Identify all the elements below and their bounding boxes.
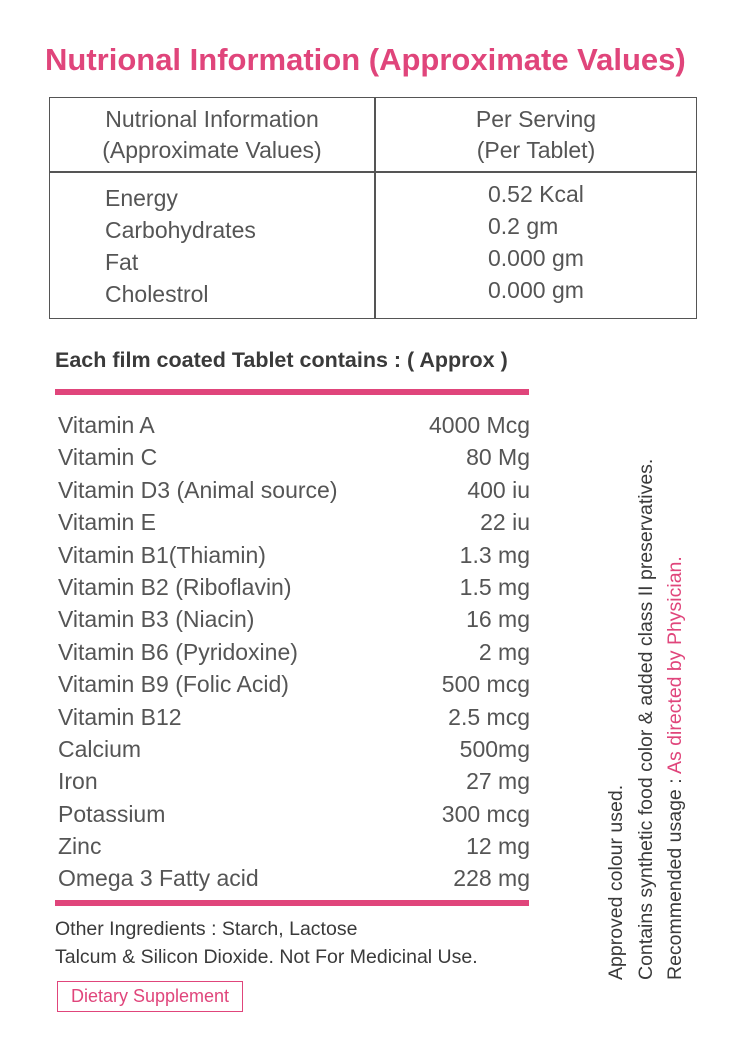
nutrient-name: Carbohydrates xyxy=(105,217,256,243)
usage-label: Recommended usage : xyxy=(664,774,686,980)
nutrient-name: Cholestrol xyxy=(105,281,209,307)
side-notice-line: Approved colour used. xyxy=(605,784,627,980)
nutrient-value: 0.2 gm xyxy=(488,213,559,239)
list-item: Omega 3 Fatty acid 228 mg xyxy=(58,862,530,894)
ingredient-name: Vitamin D3 (Animal source) xyxy=(58,476,338,503)
ingredient-value: 12 mg xyxy=(466,833,530,860)
ingredient-name: Zinc xyxy=(58,833,102,860)
ingredient-value: 22 iu xyxy=(480,509,530,536)
ingredient-name: Vitamin E xyxy=(58,509,157,536)
ingredient-value: 1.5 mg xyxy=(459,573,530,600)
table-column-divider xyxy=(374,98,376,318)
table-header-left: Nutrional Information (Approximate Value… xyxy=(102,106,322,163)
divider-bar-bottom xyxy=(55,900,529,906)
ingredient-value: 300 mcg xyxy=(441,800,530,827)
table-header-divider xyxy=(50,171,696,173)
list-item: Calcium 500mg xyxy=(58,733,530,765)
ingredient-name: Vitamin B12 xyxy=(58,703,182,730)
list-item: Vitamin B2 (Riboflavin) 1.5 mg xyxy=(58,571,530,603)
ingredient-name: Omega 3 Fatty acid xyxy=(58,865,259,892)
ingredient-name: Vitamin B3 (Niacin) xyxy=(58,606,255,633)
other-ingredients-line: Other Ingredients : Starch, Lactose xyxy=(55,918,358,940)
ingredient-value: 80 Mg xyxy=(466,444,530,471)
page-title: Nutrional Information (Approximate Value… xyxy=(45,42,686,77)
list-item: Vitamin B12 2.5 mcg xyxy=(58,701,530,733)
ingredient-value: 4000 Mcg xyxy=(428,412,530,438)
side-notice: Approved colour used. Contains synthetic… xyxy=(602,400,691,980)
ingredient-value: 400 iu xyxy=(467,476,530,503)
other-ingredients: Other Ingredients : Starch, Lactose Talc… xyxy=(55,915,478,971)
ingredient-value: 27 mg xyxy=(466,768,530,795)
list-item: Potassium 300 mcg xyxy=(58,798,530,830)
side-notice-line: Recommended usage : As directed by Physi… xyxy=(661,400,691,980)
ingredient-name: Vitamin B1(Thiamin) xyxy=(58,541,266,568)
contains-heading: Each film coated Tablet contains : ( App… xyxy=(55,348,508,372)
nutrient-names: Energy Carbohydrates Fat Cholestrol xyxy=(105,182,256,310)
nutrition-table: Nutrional Information (Approximate Value… xyxy=(49,97,697,319)
ingredient-name: Potassium xyxy=(58,800,166,827)
list-item: Vitamin E 22 iu xyxy=(58,506,530,538)
list-item: Vitamin A 4000 Mcg xyxy=(58,409,530,441)
nutrient-value: 0.000 gm xyxy=(488,245,584,271)
ingredient-name: Calcium xyxy=(58,735,142,762)
dietary-supplement-badge: Dietary Supplement xyxy=(57,981,243,1012)
ingredient-value: 1.3 mg xyxy=(459,541,530,568)
ingredient-list: Vitamin A 4000 Mcg Vitamin C 80 Mg Vitamin… xyxy=(58,409,530,895)
nutrient-value: 0.000 gm xyxy=(488,277,584,303)
ingredient-name: Vitamin B2 (Riboflavin) xyxy=(58,573,292,600)
list-item: Zinc 12 mg xyxy=(58,830,530,862)
ingredient-name: Iron xyxy=(58,768,98,795)
divider-bar-top xyxy=(55,389,529,395)
ingredient-name: Vitamin B9 (Folic Acid) xyxy=(58,671,289,698)
side-notice-line: Contains synthetic food color & added cl… xyxy=(634,458,657,980)
list-item: Iron 27 mg xyxy=(58,765,530,797)
list-item: Vitamin B9 (Folic Acid) 500 mcg xyxy=(58,668,530,700)
list-item: Vitamin C 80 Mg xyxy=(58,441,530,473)
other-ingredients-line: Talcum & Silicon Dioxide. Not For Medici… xyxy=(55,946,478,968)
nutrient-values: 0.52 Kcal 0.2 gm 0.000 gm 0.000 gm xyxy=(488,178,584,306)
usage-highlight: As directed by Physician. xyxy=(664,556,686,775)
ingredient-value: 2.5 mcg xyxy=(448,703,530,730)
ingredient-value: 16 mg xyxy=(466,606,530,633)
ingredient-name: Vitamin C xyxy=(58,444,158,471)
ingredient-value: 500 mcg xyxy=(441,671,530,698)
nutrient-name: Energy xyxy=(105,185,178,211)
list-item: Vitamin B1(Thiamin) 1.3 mg xyxy=(58,539,530,571)
ingredient-name: Vitamin B6 (Pyridoxine) xyxy=(58,638,298,665)
list-item: Vitamin B6 (Pyridoxine) 2 mg xyxy=(58,636,530,668)
ingredient-name: Vitamin A xyxy=(58,412,155,438)
ingredient-value: 2 mg xyxy=(478,638,530,665)
nutrient-name: Fat xyxy=(105,249,139,275)
list-item: Vitamin B3 (Niacin) 16 mg xyxy=(58,603,530,635)
nutrient-value: 0.52 Kcal xyxy=(488,181,584,207)
list-item: Vitamin D3 (Animal source) 400 iu xyxy=(58,474,530,506)
table-header-right: Per Serving (Per Tablet) xyxy=(475,106,597,163)
ingredient-value: 228 mg xyxy=(453,865,530,892)
ingredient-value: 500mg xyxy=(459,735,530,762)
